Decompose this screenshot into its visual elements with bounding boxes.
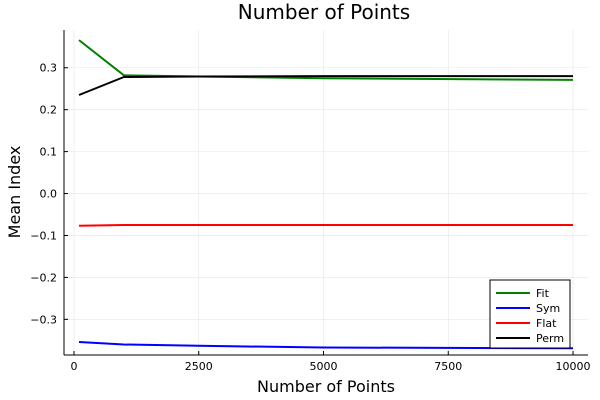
series-line-flat	[79, 225, 573, 226]
y-tick-label: 0.2	[40, 104, 58, 117]
x-tick-label: 5000	[310, 360, 338, 373]
y-tick-label: 0.0	[40, 188, 58, 201]
y-axis-label: Mean Index	[5, 146, 24, 239]
legend-label-perm: Perm	[536, 332, 564, 345]
legend: Fit Sym Flat Perm	[490, 280, 570, 348]
y-tick-label: −0.2	[30, 271, 57, 284]
x-axis-label: Number of Points	[257, 377, 395, 396]
legend-label-flat: Flat	[536, 317, 557, 330]
y-ticks: −0.3 −0.2 −0.1 0.0 0.1 0.2 0.3	[30, 62, 68, 327]
y-tick-label: 0.3	[40, 62, 58, 75]
legend-label-fit: Fit	[536, 287, 550, 300]
chart-title: Number of Points	[238, 0, 410, 24]
x-tick-label: 10000	[556, 360, 591, 373]
legend-label-sym: Sym	[536, 302, 560, 315]
x-ticks: 0 2500 5000 7500 10000	[70, 351, 590, 373]
x-tick-label: 7500	[434, 360, 462, 373]
x-tick-label: 0	[70, 360, 77, 373]
y-tick-label: 0.1	[40, 146, 58, 159]
y-tick-label: −0.3	[30, 313, 57, 326]
series-line-fit	[79, 40, 573, 80]
y-tick-label: −0.1	[30, 229, 57, 242]
x-tick-label: 2500	[185, 360, 213, 373]
